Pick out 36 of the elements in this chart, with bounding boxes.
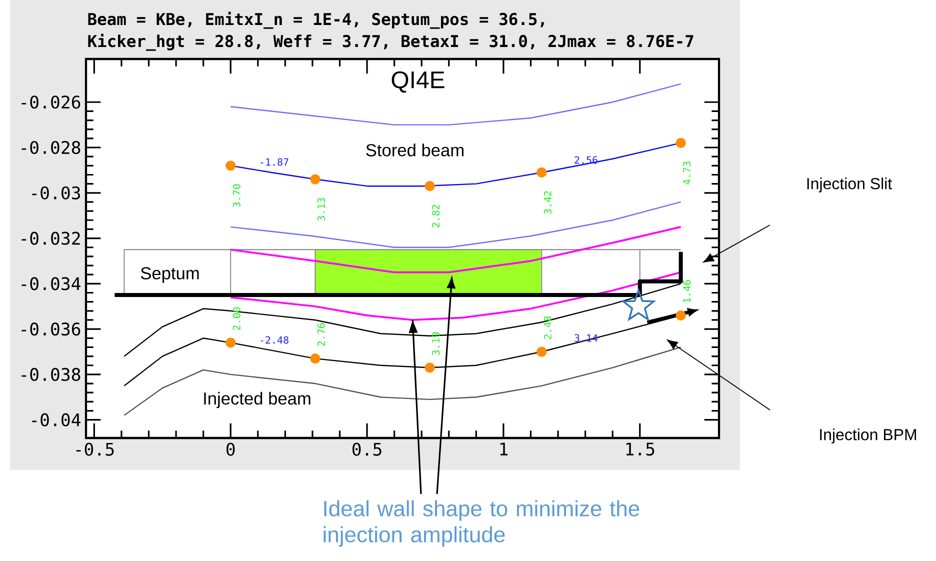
annotation: 3.13 [317,198,325,221]
y-tick-label: -0.028 [22,140,80,154]
annotation: 2.82 [432,204,440,228]
x-tick-label: 0.5 [352,442,382,456]
y-tick-label: -0.03 [32,186,80,200]
x-tick-label: 1.5 [626,442,654,456]
annotation: QI4E [392,71,444,93]
annotation: 2.76 [317,323,325,346]
y-tick-label: -0.04 [32,413,80,426]
annotation: 3.14 [574,334,598,342]
annotation: 2.48 [544,316,552,340]
y-tick-label: -0.032 [22,232,80,245]
x-tick-label: -0.5 [76,442,114,456]
chart-title: Beam = KBe, EmitxI_n = 1E-4, Septum_pos = 36.5, [88,12,544,29]
annotation: 2.56 [574,156,598,164]
x-tick-label: 1 [500,442,508,456]
annotation: 3.70 [232,184,240,208]
annotation: -1.87 [260,158,288,166]
y-tick-label: -0.036 [22,322,80,336]
annotation: Stored beam [366,144,464,156]
annotation: -2.48 [260,336,288,344]
y-tick-label: -0.026 [22,96,80,109]
text: Injection BPM [820,428,916,444]
chart-subtitle: Kicker_hgt = 28.8, Weff = 3.77, BetaxI = 31.0, 2Jmax = 8.76E-7 [88,34,694,51]
annotation: Ideal wall shape to minimize the injection amplitude [324,500,640,547]
x-tick-label: 0 [226,442,235,456]
annotation: 4.73 [683,162,691,185]
annotation: 3.42 [544,191,552,214]
annotation: Injected beam [204,392,310,408]
annotation: Septum [140,267,199,283]
annotation: 2.00 [232,307,240,330]
annotation: 3.19 [432,332,440,356]
text: Injection Slit [807,178,892,192]
annotation: 1.46 [683,280,691,302]
y-tick-label: -0.038 [22,368,80,382]
y-tick-label: -0.034 [22,277,80,290]
